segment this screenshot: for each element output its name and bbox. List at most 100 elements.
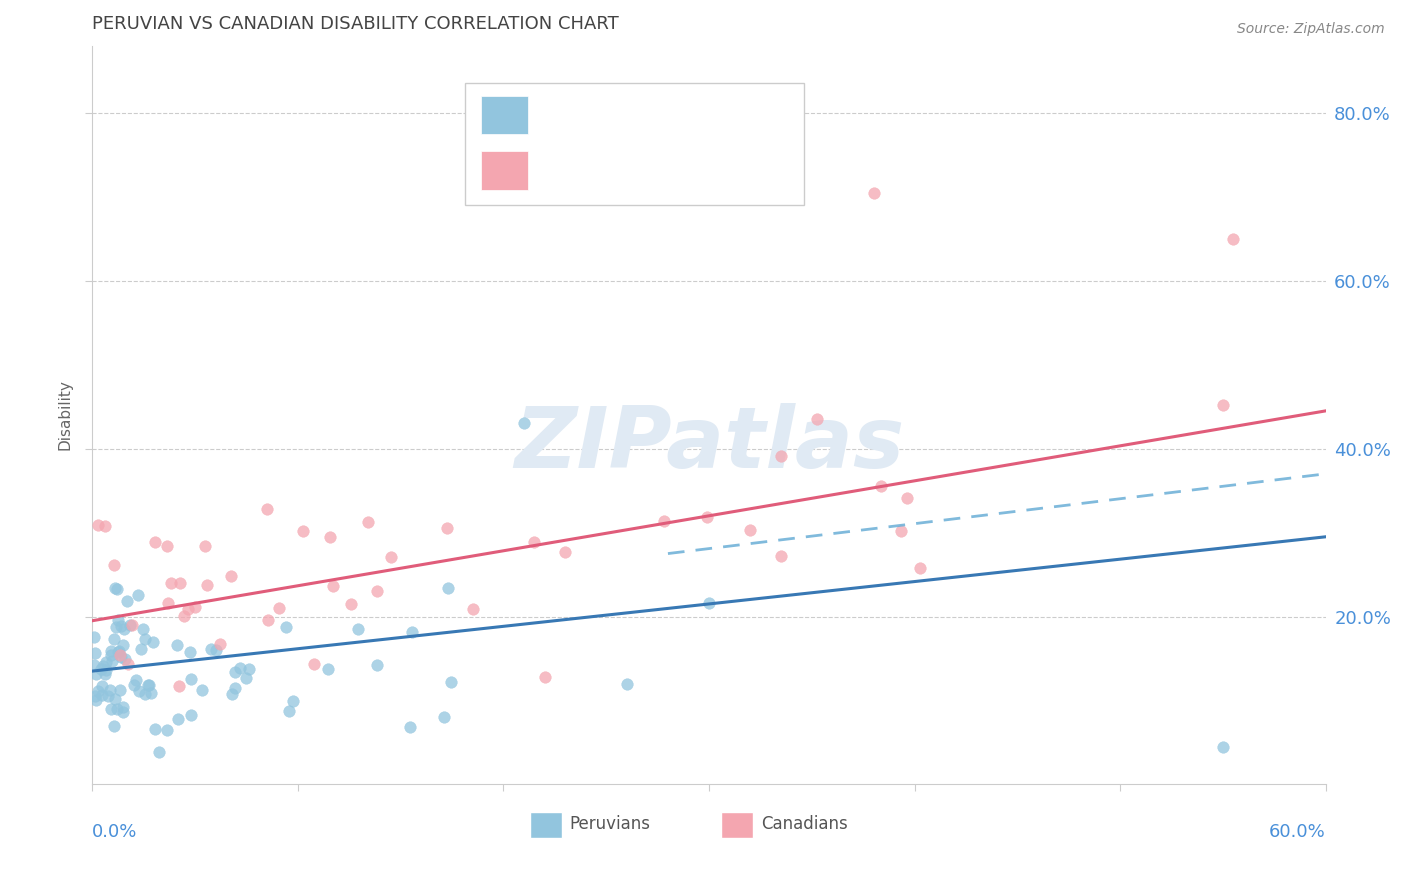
Point (96, 664, 118, 678)
Point (291, 524, 314, 538)
Point (167, 712, 190, 726)
Point (84, 692, 107, 706)
Point (83, 657, 105, 672)
Point (401, 625, 423, 640)
Point (513, 417, 536, 431)
Text: PERUVIAN VS CANADIAN DISABILITY CORRELATION CHART: PERUVIAN VS CANADIAN DISABILITY CORRELAT… (93, 15, 619, 33)
Point (283, 694, 305, 708)
Point (121, 618, 143, 632)
Point (696, 509, 718, 524)
Point (128, 684, 150, 698)
Point (108, 644, 131, 658)
Point (141, 635, 163, 649)
Point (104, 691, 127, 706)
Point (110, 649, 132, 664)
Point (138, 678, 160, 692)
Point (107, 613, 129, 627)
Point (86, 518, 108, 533)
Point (770, 549, 793, 564)
Point (209, 637, 232, 651)
Point (302, 657, 325, 671)
FancyBboxPatch shape (721, 812, 754, 838)
FancyBboxPatch shape (465, 83, 804, 204)
Point (173, 608, 195, 623)
Point (103, 558, 125, 573)
Point (554, 190, 576, 204)
Point (105, 702, 128, 716)
Point (94, 666, 117, 681)
Point (221, 687, 243, 701)
Point (167, 679, 190, 693)
Point (127, 588, 149, 602)
Point (89, 662, 111, 676)
Point (148, 745, 170, 759)
FancyBboxPatch shape (530, 812, 562, 838)
Point (806, 412, 828, 426)
Point (229, 660, 252, 674)
Point (111, 699, 134, 714)
Point (105, 582, 128, 596)
Point (366, 657, 388, 672)
Point (101, 654, 124, 668)
Point (347, 622, 370, 636)
Point (357, 515, 380, 529)
Point (111, 638, 134, 652)
Y-axis label: Disability: Disability (58, 380, 72, 450)
Point (94, 519, 117, 533)
Point (117, 657, 139, 671)
Point (179, 645, 201, 659)
Point (896, 491, 918, 505)
Point (105, 620, 128, 634)
Point (461, 601, 484, 615)
Point (433, 710, 456, 724)
Text: 0.0%: 0.0% (93, 823, 138, 841)
Point (84, 689, 107, 703)
Point (219, 569, 242, 583)
Point (166, 638, 188, 652)
Point (108, 682, 131, 697)
Point (84, 646, 107, 660)
Point (554, 545, 576, 559)
Text: ZIPatlas: ZIPatlas (515, 403, 904, 486)
Point (269, 601, 291, 615)
Point (97, 689, 120, 703)
Point (697, 596, 720, 610)
FancyBboxPatch shape (481, 152, 527, 190)
Point (616, 677, 638, 691)
Point (1222, 232, 1244, 246)
FancyBboxPatch shape (481, 96, 527, 135)
Point (134, 632, 156, 647)
Point (224, 681, 246, 696)
Point (83, 630, 105, 644)
Point (100, 648, 122, 663)
Point (84, 667, 107, 681)
Point (129, 642, 152, 657)
Point (111, 705, 134, 719)
Point (118, 617, 141, 632)
Point (136, 678, 159, 692)
Point (87, 683, 110, 698)
Point (523, 535, 546, 549)
Text: Source: ZipAtlas.com: Source: ZipAtlas.com (1237, 22, 1385, 37)
Point (180, 708, 202, 723)
Point (91, 658, 114, 673)
Point (238, 662, 260, 676)
Point (890, 524, 912, 538)
Point (534, 670, 557, 684)
Point (114, 651, 136, 665)
Point (180, 673, 202, 687)
Point (235, 671, 257, 685)
Point (769, 450, 792, 464)
Point (132, 623, 155, 637)
Point (104, 581, 127, 595)
Point (143, 722, 166, 736)
Point (194, 539, 217, 553)
Point (160, 575, 183, 590)
Point (195, 578, 218, 592)
Point (740, 523, 762, 537)
Point (103, 719, 125, 733)
Point (91, 688, 114, 702)
Point (107, 644, 129, 658)
Text: R = 0.57   N = 49: R = 0.57 N = 49 (540, 162, 713, 181)
Text: Canadians: Canadians (761, 815, 848, 833)
